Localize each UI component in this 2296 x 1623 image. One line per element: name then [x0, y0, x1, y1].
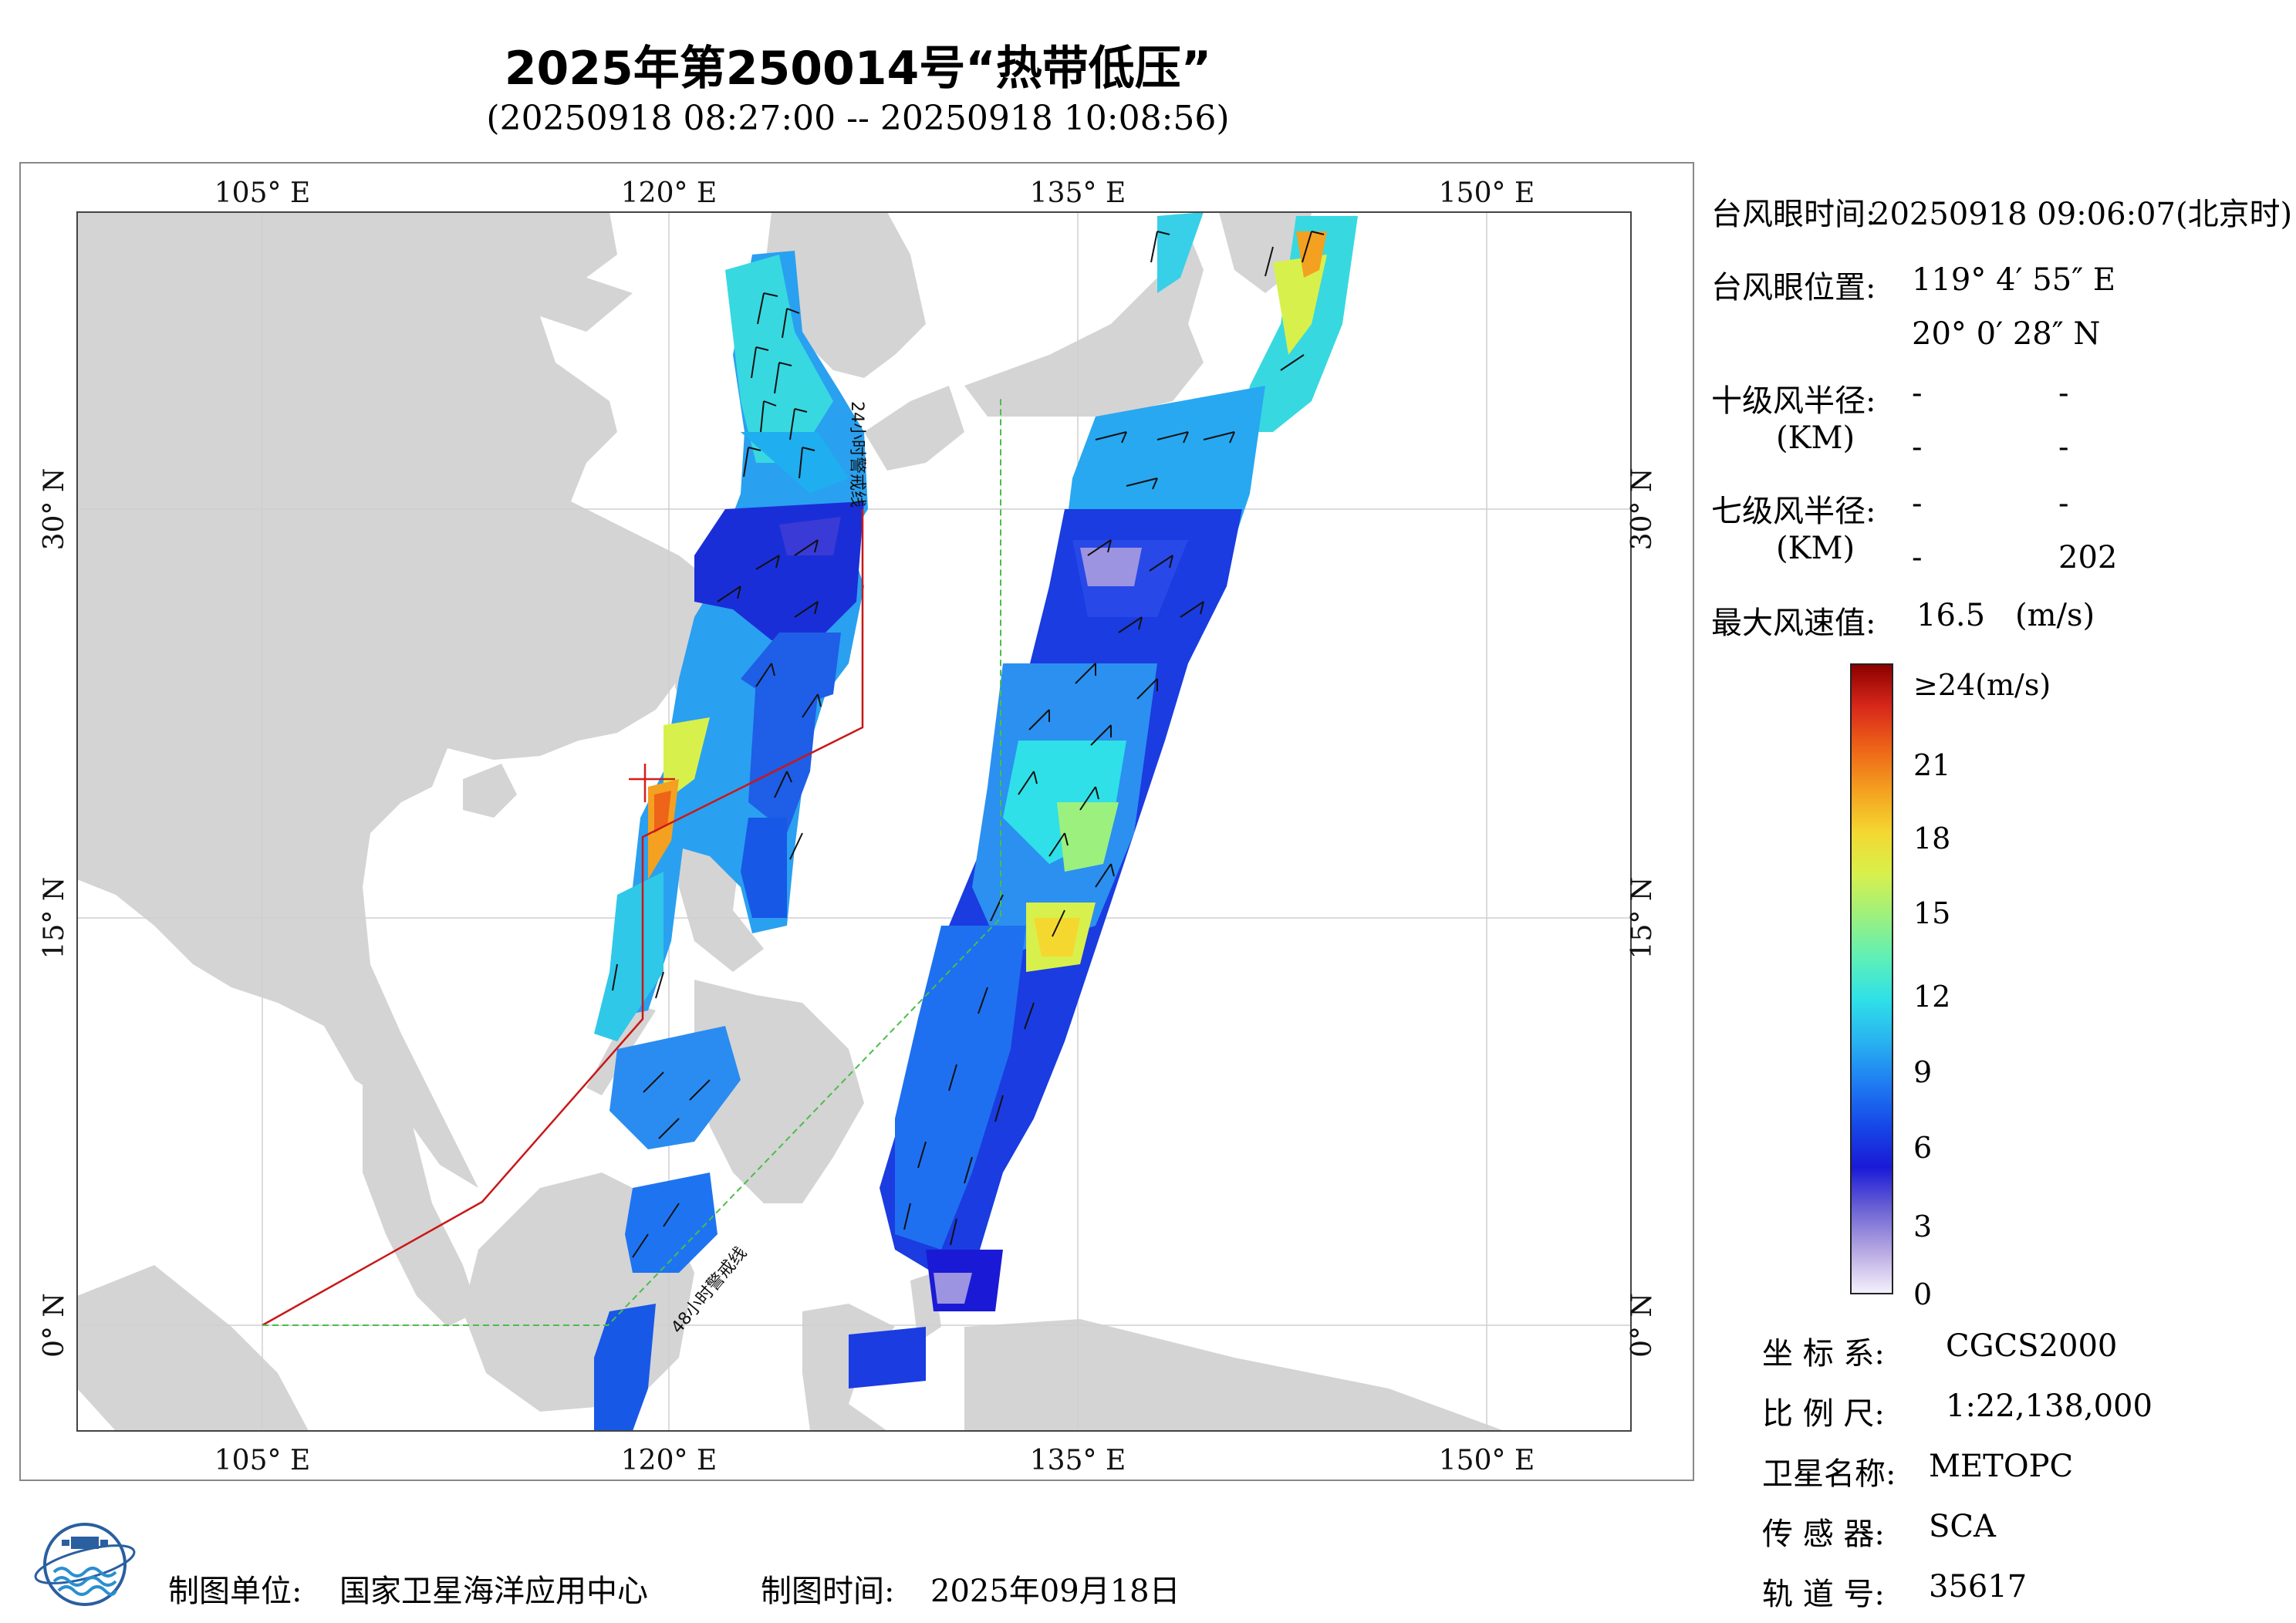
colorbar-tick-21: 21: [1913, 748, 1951, 782]
lon-ticks-bottom: 105° E 120° E 135° E 150° E: [214, 1445, 1535, 1476]
land-sumatra: [77, 1265, 309, 1431]
date-label: 制图时间:: [761, 1574, 895, 1609]
satellite-value: METOPC: [1929, 1449, 2074, 1484]
wind-map[interactable]: 24小时警戒线 48小时警戒线 105° E 120° E 135° E 150…: [19, 162, 1694, 1481]
lon-label-105-top: 105° E: [214, 177, 310, 209]
lon-ticks-top: 105° E 120° E 135° E 150° E: [214, 177, 1535, 209]
colorbar-tick-3: 3: [1913, 1210, 1933, 1243]
land-visayas-mindanao: [694, 980, 864, 1203]
lat-label-15-left: 15° N: [39, 877, 70, 960]
r10-value-2: -: [2058, 376, 2069, 411]
eye-time-label: 台风眼时间:: [1711, 197, 1876, 232]
warning-line-24h: [262, 509, 864, 1327]
producer-label: 制图单位:: [168, 1574, 302, 1609]
lat-label-30-left: 30° N: [39, 468, 70, 551]
r7-value-4: 202: [2058, 540, 2118, 575]
sensor-value: SCA: [1929, 1509, 1996, 1544]
lon-label-120-bottom: 120° E: [621, 1445, 717, 1476]
land-japan-kyushu: [864, 386, 964, 471]
coord-system-label: 坐 标 系:: [1762, 1336, 1885, 1372]
land-malay-peninsula: [363, 1065, 478, 1327]
lat-label-0-left: 0° N: [39, 1293, 70, 1358]
date-value: 2025年09月18日: [930, 1574, 1180, 1609]
r10-value-3: -: [1912, 430, 1923, 465]
r7-value-1: -: [1912, 486, 1923, 521]
colorbar-top-label: ≥24(m/s): [1913, 668, 2051, 702]
colorbar-tick-9: 9: [1913, 1055, 1933, 1089]
grid-lines: [77, 212, 1631, 1431]
lat-label-15-right: 15° N: [1626, 877, 1658, 960]
r7-label: 七级风半径:: [1711, 494, 1876, 529]
lon-label-135-top: 135° E: [1030, 177, 1126, 209]
producer-value: 国家卫星海洋应用中心: [339, 1574, 648, 1609]
scale-value: 1:22,138,000: [1946, 1388, 2152, 1424]
colorbar-tick-6: 6: [1913, 1131, 1933, 1165]
sensor-label: 传 感 器:: [1762, 1517, 1885, 1552]
agency-logo-icon: [34, 1523, 136, 1606]
coord-system-value: CGCS2000: [1946, 1328, 2118, 1364]
r10-value-4: -: [2058, 430, 2069, 465]
colorbar-tick-18: 18: [1913, 822, 1951, 855]
land-japan-honshu: [964, 231, 1204, 417]
colorbar-tick-15: 15: [1913, 896, 1951, 930]
max-wind-value: 16.5: [1916, 598, 1986, 633]
map-border: [76, 211, 1632, 1432]
orbit-value: 35617: [1929, 1569, 2028, 1604]
land-asia-mainland: [77, 212, 718, 1188]
eye-longitude: 119° 4′ 55″ E: [1912, 262, 2116, 298]
r7-value-3: -: [1912, 540, 1923, 575]
max-wind-unit: (m/s): [2015, 598, 2095, 633]
warning-24h-label: 24小时警戒线: [847, 401, 866, 508]
wind-barbs: [612, 231, 1325, 1258]
swath-west: [594, 251, 868, 1431]
eye-position-label: 台风眼位置:: [1711, 270, 1876, 305]
land-hainan: [463, 764, 517, 818]
r10-value-1: -: [1912, 376, 1923, 411]
lat-label-30-right: 30° N: [1626, 468, 1658, 551]
lat-label-0-right: 0° N: [1626, 1293, 1658, 1358]
satellite-label: 卫星名称:: [1762, 1456, 1896, 1492]
orbit-label: 轨 道 号:: [1762, 1577, 1885, 1612]
r10-label: 十级风半径:: [1711, 383, 1876, 419]
map-title: 2025年第250014号“热带低压”: [504, 42, 1212, 96]
r7-unit: (KM): [1776, 531, 1855, 566]
map-subtitle: (20250918 08:27:00 -- 20250918 10:08:56): [486, 99, 1230, 138]
scale-label: 比 例 尺:: [1762, 1396, 1885, 1432]
r10-unit: (KM): [1776, 420, 1855, 456]
lon-label-120-top: 120° E: [621, 177, 717, 209]
land-new-guinea: [964, 1319, 1504, 1431]
lon-label-135-bottom: 135° E: [1030, 1445, 1126, 1476]
lon-label-150-top: 150° E: [1439, 177, 1535, 209]
lat-ticks-left: 30° N 15° N 0° N: [39, 468, 70, 1358]
eye-latitude: 20° 0′ 28″ N: [1912, 316, 2101, 352]
r7-value-2: -: [2058, 486, 2069, 521]
map-frame: [19, 162, 1694, 1481]
colorbar-tick-12: 12: [1913, 980, 1951, 1014]
typhoon-eye-marker: [629, 764, 675, 802]
colorbar-tick-0: 0: [1913, 1277, 1933, 1311]
lat-ticks-right: 30° N 15° N 0° N: [1626, 468, 1658, 1358]
max-wind-label: 最大风速值:: [1711, 606, 1876, 641]
wind-speed-colorbar: [1850, 663, 1893, 1294]
eye-time-value: 20250918 09:06:07(北京时): [1870, 197, 2293, 232]
lon-label-105-bottom: 105° E: [214, 1445, 310, 1476]
warning-line-48h: [262, 399, 1001, 1326]
lon-label-150-bottom: 150° E: [1439, 1445, 1535, 1476]
